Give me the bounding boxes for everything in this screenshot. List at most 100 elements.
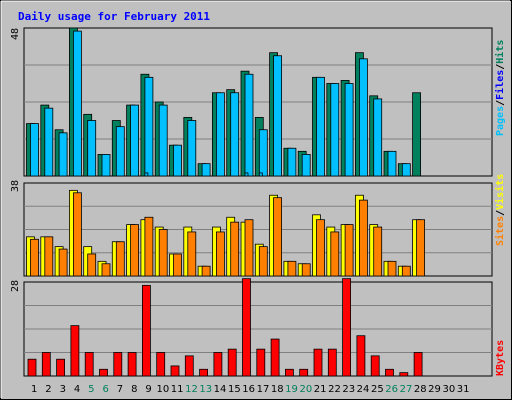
kbytes-bar (385, 368, 394, 377)
files-bar (130, 104, 140, 177)
sites-bar (387, 260, 397, 277)
kbytes-bar (141, 284, 151, 377)
files-bar (30, 123, 39, 177)
x-tick-label: 16 (242, 384, 255, 395)
kbytes-bar (199, 368, 209, 377)
x-tick-label: 24 (357, 384, 370, 395)
sites-bar (44, 236, 54, 277)
kbytes-bar (170, 365, 180, 377)
kbytes-bar (313, 348, 323, 377)
x-tick-label: 8 (131, 384, 137, 395)
sites-bar (344, 224, 354, 277)
files-bar (258, 129, 268, 177)
files-bar (287, 147, 297, 177)
hits-ymax-label: 48 (10, 28, 21, 40)
x-tick-label: 22 (328, 384, 341, 395)
chart-title: Daily usage for February 2011 (18, 10, 210, 23)
kbytes-bar (127, 352, 137, 377)
sites-bar (58, 248, 68, 277)
kbytes-bar (84, 352, 94, 377)
legend-pages: Pages (495, 106, 506, 136)
kbytes-bar (342, 278, 352, 377)
files-bar (344, 83, 354, 177)
files-bar (301, 154, 311, 177)
sites-bar (287, 260, 297, 277)
kbytes-bar (327, 348, 337, 377)
files-bar (115, 126, 125, 177)
x-tick-label: 5 (88, 384, 94, 395)
sites-bar (373, 226, 383, 277)
sites-bar (316, 219, 325, 277)
x-tick-label: 20 (299, 384, 312, 395)
sites-bar (401, 265, 411, 277)
x-tick-label: 21 (314, 384, 327, 395)
kbytes-bar (356, 335, 366, 377)
files-bar (87, 120, 97, 177)
x-tick-label: 3 (60, 384, 66, 395)
files-bar (101, 154, 111, 177)
files-bar (330, 83, 340, 177)
x-tick-label: 17 (257, 384, 270, 395)
x-tick-label: 6 (102, 384, 108, 395)
kbytes-ymax-label: 28 (10, 280, 21, 292)
visits-sites-panel (23, 182, 493, 277)
x-tick-label: 25 (371, 384, 384, 395)
pages-bar (244, 172, 249, 177)
x-tick-label: 28 (414, 384, 427, 395)
files-bar (358, 58, 368, 177)
files-bar (230, 92, 240, 177)
sites-bar (358, 199, 368, 277)
visits-sites-legend: Sites/Visits (494, 174, 506, 246)
files-bar (273, 55, 283, 177)
kbytes-panel (23, 278, 493, 377)
x-axis-labels: 1 2 3 4 5 6 7 8 9 10 11 12 13 14 15 16 17 18 19 20 21 22 23 24 2… (31, 384, 470, 395)
x-tick-label: 1 (31, 384, 37, 395)
kbytes-bar (213, 352, 223, 377)
files-bar (58, 132, 68, 177)
kbytes-bar (41, 352, 51, 377)
x-tick-label: 2 (45, 384, 51, 395)
x-tick-label: 15 (228, 384, 241, 395)
kbytes-bar (299, 368, 309, 377)
sites-bar (301, 263, 311, 277)
sites-bar (144, 216, 154, 277)
files-bar (201, 163, 211, 177)
x-tick-label: 13 (199, 384, 212, 395)
x-tick-label: 23 (342, 384, 355, 395)
files-bar (187, 120, 197, 177)
sites-bar (416, 219, 426, 277)
legend-sites: Sites (494, 216, 506, 246)
x-tick-label: 9 (145, 384, 151, 395)
x-tick-label: 27 (400, 384, 413, 395)
kbytes-bar (113, 352, 123, 377)
kbytes-legend: KBytes (495, 340, 506, 376)
files-bar (215, 92, 225, 177)
kbytes-bar (242, 278, 251, 377)
x-tick-label: 10 (156, 384, 169, 395)
sites-bar (273, 197, 283, 277)
x-tick-label: 7 (117, 384, 123, 395)
legend-files: Files (494, 70, 506, 100)
sites-bar (258, 246, 268, 277)
sites-bar (101, 263, 111, 277)
sites-bar (158, 229, 168, 277)
x-tick-label: 18 (271, 384, 284, 395)
x-tick-label: 26 (385, 384, 398, 395)
sites-bar (230, 221, 240, 277)
kbytes-bar (27, 358, 37, 377)
pages-bar (144, 172, 149, 177)
legend-hits: Hits (494, 40, 506, 64)
kbytes-bar (399, 372, 409, 377)
sites-bar (330, 231, 340, 277)
sites-bar (115, 241, 125, 277)
hits-files-pages-legend: Pages/Files/Hits (494, 40, 506, 136)
legend-visits: Visits (494, 174, 506, 210)
kbytes-bar (56, 358, 65, 377)
legend-separator: / (495, 64, 506, 70)
files-bar (244, 73, 254, 177)
sites-bar (215, 231, 225, 277)
files-bar (158, 104, 168, 177)
files-bar (316, 76, 325, 177)
legend-separator: / (495, 210, 506, 216)
